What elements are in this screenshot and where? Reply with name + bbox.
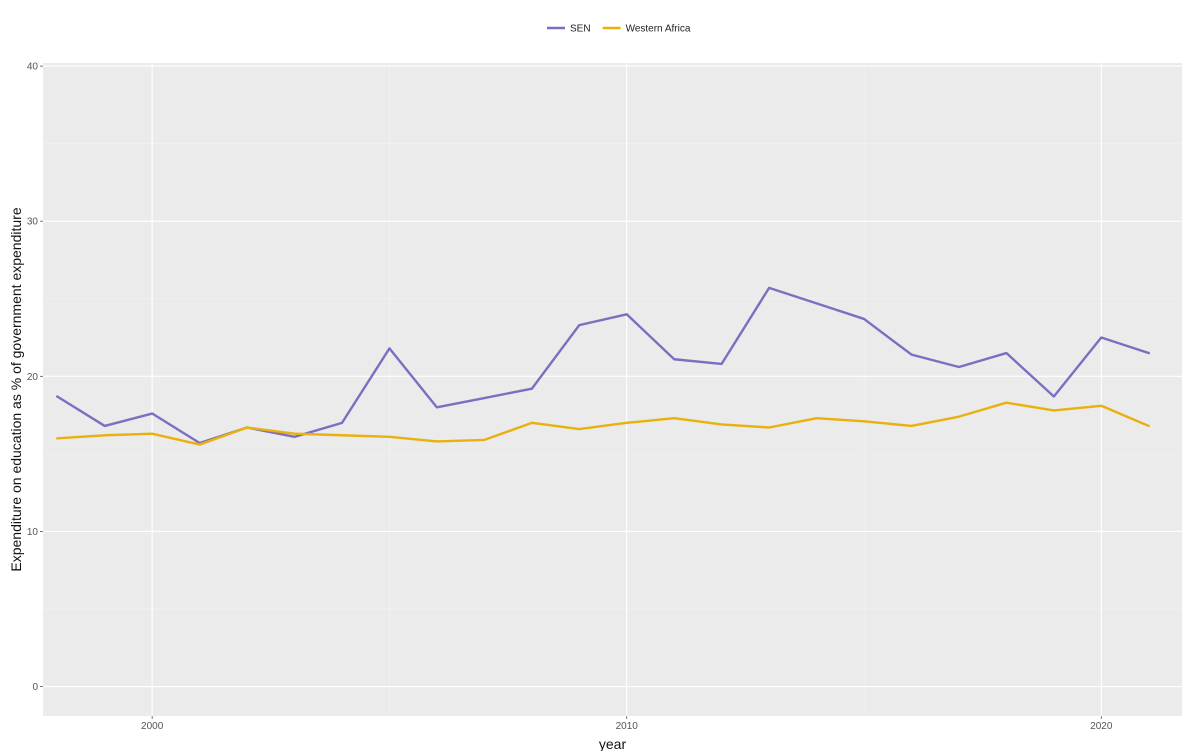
legend-label: SEN <box>570 24 591 35</box>
series-layer <box>56 286 1150 446</box>
x-tick-label: 2010 <box>616 721 639 732</box>
y-axis-title: Expenditure on education as % of governm… <box>8 207 24 571</box>
y-tick-label: 0 <box>32 682 38 693</box>
y-axis: 0 10 20 30 40 <box>27 62 43 693</box>
x-axis-title: year <box>599 736 627 751</box>
y-tick-label: 20 <box>27 372 39 383</box>
legend: SEN Western Africa <box>547 24 691 35</box>
y-tick-label: 40 <box>27 62 39 73</box>
y-tick-label: 30 <box>27 217 39 228</box>
y-tick-label: 10 <box>27 527 39 538</box>
x-tick-label: 2000 <box>141 721 164 732</box>
legend-label: Western Africa <box>626 24 691 35</box>
x-axis: 2000 2010 2020 <box>141 716 1113 732</box>
x-tick-label: 2020 <box>1090 721 1113 732</box>
gridlines <box>43 63 1182 716</box>
series-line-western-africa <box>56 401 1150 446</box>
plot-panel <box>43 63 1182 716</box>
